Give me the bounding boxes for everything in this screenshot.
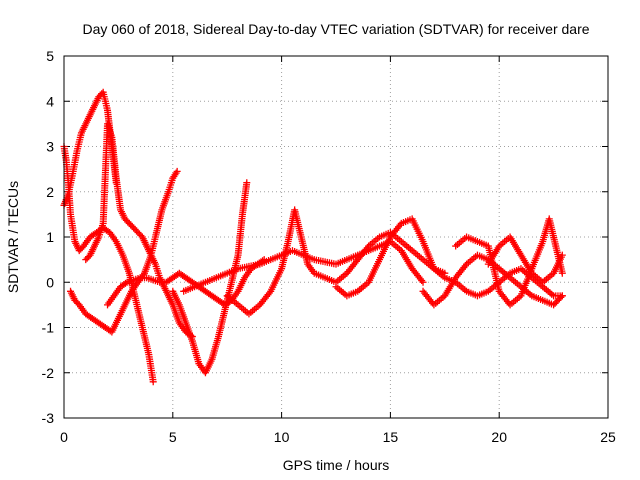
series-sat-3 — [67, 167, 181, 336]
x-tick-label: 25 — [600, 429, 616, 445]
data-point — [558, 251, 566, 259]
data-point — [121, 279, 129, 287]
series-sat-12 — [484, 233, 566, 286]
data-point — [173, 167, 181, 175]
y-axis-label: SDTVAR / TECUs — [5, 181, 21, 293]
y-tick-label: -3 — [42, 410, 55, 426]
y-tick-label: 4 — [46, 93, 54, 109]
series-sat-11 — [452, 215, 566, 309]
data-point — [419, 278, 427, 286]
y-tick-label: 2 — [46, 184, 54, 200]
x-tick-label: 5 — [169, 429, 177, 445]
data-point — [243, 179, 251, 187]
x-axis-label: GPS time / hours — [283, 457, 390, 473]
series-sat-7 — [180, 238, 427, 295]
data-point — [558, 292, 566, 300]
data-point — [558, 269, 566, 277]
y-tick-label: 0 — [46, 274, 54, 290]
x-tick-label: 20 — [491, 429, 507, 445]
y-tick-label: 5 — [46, 48, 54, 64]
series-sat-2 — [60, 143, 157, 386]
x-tick-label: 10 — [274, 429, 290, 445]
tick-layer: 0 5 10 15 20 25 -3 -2 -1 0 1 2 3 4 5 — [42, 48, 616, 445]
plot-frame — [63, 55, 609, 419]
y-tick-label: -2 — [42, 365, 55, 381]
y-tick-label: 1 — [46, 229, 54, 245]
y-tick-label: -1 — [42, 320, 55, 336]
series-sat-9 — [332, 215, 566, 300]
data-point — [149, 378, 157, 386]
data-layer — [60, 88, 566, 386]
chart-title: Day 060 of 2018, Sidereal Day-to-day VTE… — [82, 21, 589, 37]
y-tick-label: 3 — [46, 139, 54, 155]
data-point — [557, 293, 565, 301]
x-tick-label: 0 — [60, 429, 68, 445]
x-tick-label: 15 — [383, 429, 399, 445]
